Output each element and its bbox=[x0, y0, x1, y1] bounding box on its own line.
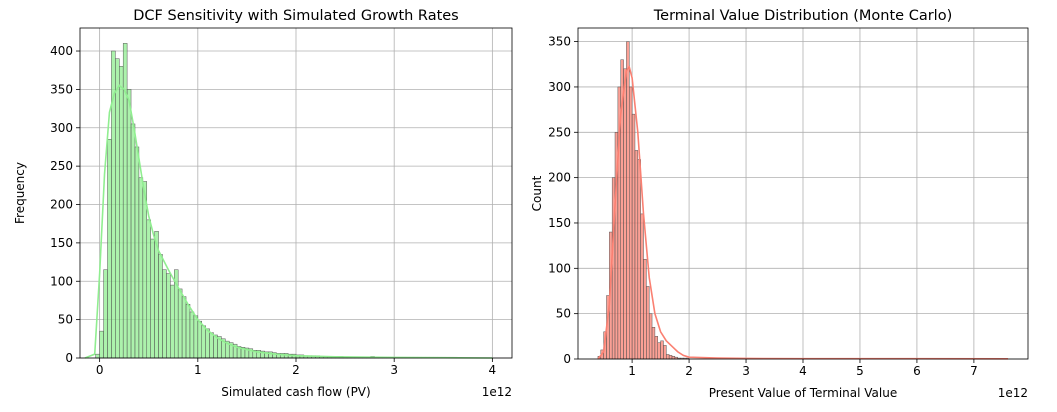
histogram-bar bbox=[657, 342, 661, 360]
y-axis-label: Count bbox=[530, 175, 544, 211]
kde-curve bbox=[84, 84, 493, 359]
y-tick-label: 250 bbox=[50, 159, 73, 173]
y-tick-label: 0 bbox=[65, 351, 73, 365]
y-tick-label: 400 bbox=[50, 44, 73, 58]
histogram-bar bbox=[671, 356, 676, 360]
histogram-bar bbox=[130, 123, 136, 359]
kde-curve bbox=[597, 65, 1009, 360]
x-tick-label: 7 bbox=[970, 364, 978, 378]
histogram-bar bbox=[634, 150, 639, 360]
x-tick-label: 2 bbox=[685, 364, 693, 378]
histogram-bar bbox=[197, 320, 202, 359]
y-tick-label: 100 bbox=[50, 274, 73, 288]
histogram-bar bbox=[209, 332, 214, 359]
y-tick-label: 50 bbox=[58, 313, 73, 327]
histogram-bar bbox=[668, 355, 673, 360]
histogram-bar bbox=[177, 288, 183, 359]
histogram-bar bbox=[95, 353, 100, 359]
x-tick-label: 2 bbox=[292, 363, 300, 377]
chart-2: 1 2 3 4 5 6 7 0 50 100 150 200 250 300 350 Terminal Val… bbox=[530, 8, 1029, 400]
y-tick-label: 300 bbox=[548, 80, 571, 94]
histogram-bar bbox=[193, 315, 199, 359]
histogram-bar bbox=[637, 159, 641, 360]
chart-title: Terminal Value Distribution (Monte Carlo… bbox=[653, 8, 953, 24]
histogram-bar bbox=[134, 146, 140, 359]
histogram-bar bbox=[643, 258, 647, 360]
histogram-bar bbox=[162, 269, 167, 359]
y-tick-label: 350 bbox=[548, 35, 571, 49]
histogram-bar bbox=[648, 313, 653, 360]
y-tick-label: 200 bbox=[50, 198, 73, 212]
histogram-bar bbox=[626, 41, 630, 360]
histogram-bars bbox=[597, 41, 690, 360]
histogram-bar bbox=[205, 328, 210, 359]
histogram-bar bbox=[126, 89, 132, 359]
histogram-bar bbox=[142, 181, 148, 359]
y-tick-label: 350 bbox=[50, 82, 73, 96]
histogram-bars bbox=[95, 43, 458, 359]
x-tick-label: 3 bbox=[390, 363, 398, 377]
histogram-bar bbox=[103, 269, 108, 359]
histogram-bar bbox=[651, 327, 656, 360]
histogram-bar bbox=[119, 66, 124, 359]
histogram-bar bbox=[629, 86, 633, 360]
histogram-bar bbox=[170, 284, 175, 359]
histogram-bar bbox=[138, 177, 144, 359]
histogram-bar bbox=[631, 113, 636, 360]
x-tick-label: 4 bbox=[799, 364, 807, 378]
x-offset-text: 1e12 bbox=[482, 385, 512, 399]
x-axis-label: Simulated cash flow (PV) bbox=[221, 385, 370, 399]
histogram-bar bbox=[660, 340, 664, 360]
x-tick-label: 4 bbox=[489, 363, 497, 377]
histogram-bar bbox=[166, 273, 171, 359]
histogram-bar bbox=[201, 325, 206, 359]
histogram-bar bbox=[663, 345, 667, 360]
histogram-bar bbox=[666, 354, 670, 360]
histogram-bar bbox=[189, 311, 195, 359]
x-tick-label: 5 bbox=[856, 364, 864, 378]
histogram-bar bbox=[150, 238, 155, 359]
y-tick-label: 200 bbox=[548, 171, 571, 185]
histogram-bar bbox=[158, 254, 163, 359]
x-offset-text: 1e12 bbox=[998, 386, 1028, 400]
histogram-bar bbox=[640, 213, 644, 360]
x-tick-label: 3 bbox=[742, 364, 750, 378]
chart-title: DCF Sensitivity with Simulated Growth Ra… bbox=[133, 8, 459, 24]
y-tick-label: 150 bbox=[50, 236, 73, 250]
histogram-bar bbox=[623, 68, 627, 360]
histogram-bar bbox=[185, 304, 191, 359]
x-tick-label: 1 bbox=[628, 364, 636, 378]
y-tick-label: 50 bbox=[556, 307, 571, 321]
chart-1: 0 1 2 3 4 0 50 100 150 200 250 300 350 400 DCF Sensiti… bbox=[13, 8, 513, 399]
x-tick-label: 1 bbox=[194, 363, 202, 377]
y-tick-label: 300 bbox=[50, 121, 73, 135]
histogram-bar bbox=[146, 219, 151, 359]
y-tick-label: 150 bbox=[548, 216, 571, 230]
histogram-bar bbox=[654, 336, 658, 360]
histogram-bar bbox=[107, 139, 112, 359]
y-tick-label: 0 bbox=[563, 352, 571, 366]
y-axis-label: Frequency bbox=[13, 162, 27, 224]
histogram-bar bbox=[646, 286, 650, 360]
x-axis-label: Present Value of Terminal Value bbox=[709, 386, 897, 400]
x-tick-label: 0 bbox=[96, 363, 104, 377]
x-tick-label: 6 bbox=[913, 364, 921, 378]
histogram-bar bbox=[181, 296, 187, 359]
histogram-bar bbox=[99, 330, 104, 359]
y-tick-label: 100 bbox=[548, 261, 571, 275]
histogram-bar bbox=[115, 58, 120, 359]
y-tick-label: 250 bbox=[548, 125, 571, 139]
